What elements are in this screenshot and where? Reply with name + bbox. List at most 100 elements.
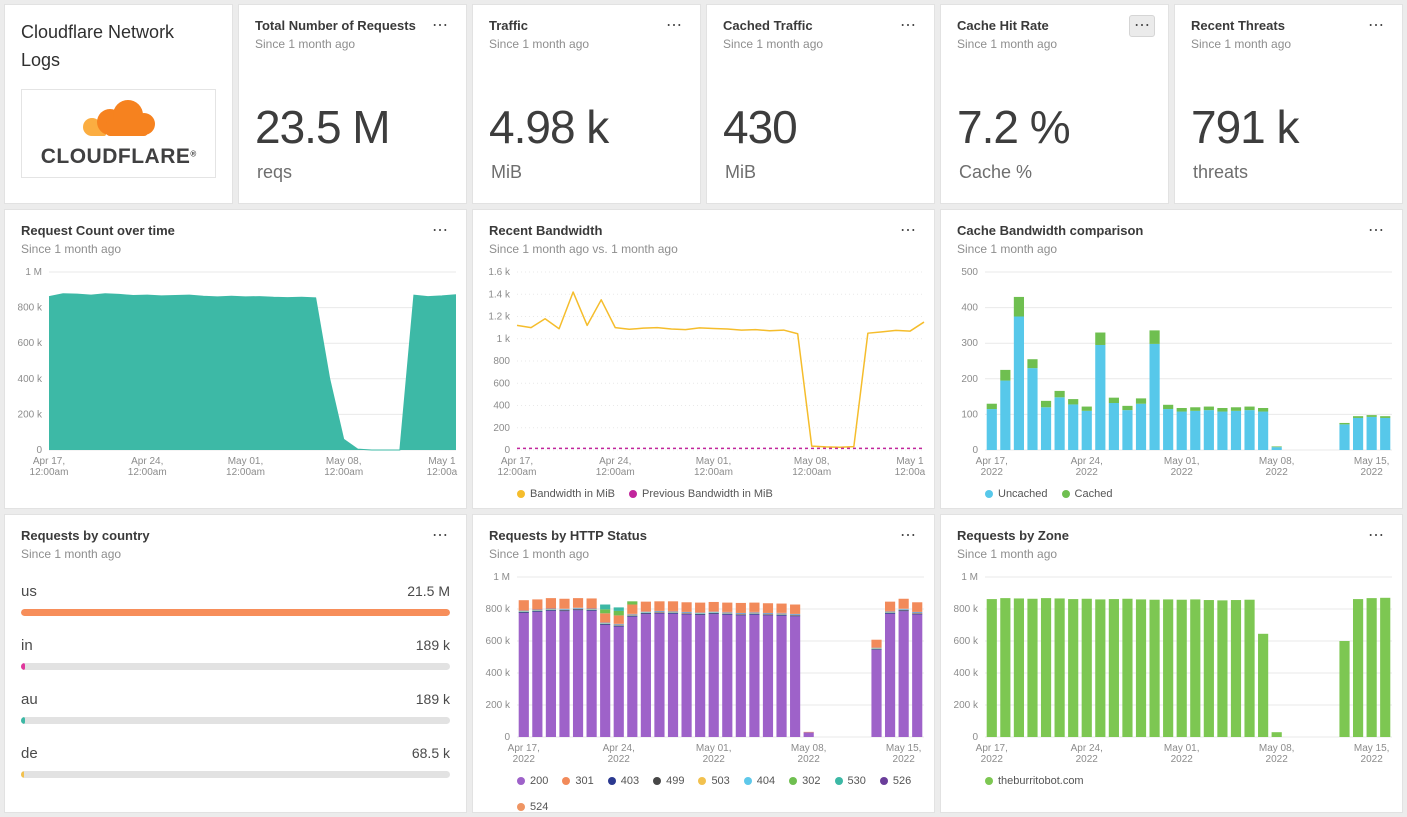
panel-menu-button[interactable]: ⋯ — [1368, 17, 1384, 34]
panel-subtitle: Since 1 month ago — [957, 242, 1058, 256]
legend-item[interactable]: 301 — [562, 775, 594, 787]
svg-text:May 08,2022: May 08, 2022 — [1259, 743, 1295, 765]
panel-menu-button[interactable]: ⋯ — [432, 222, 448, 239]
svg-text:May 08,12:00am: May 08, 12:00am — [324, 456, 363, 478]
dashboard-title: Cloudflare Network Logs — [21, 22, 175, 70]
svg-text:1.4 k: 1.4 k — [488, 289, 511, 300]
legend-dot-icon — [789, 777, 798, 785]
panel-requests-by-zone: Requests by Zone Since 1 month ago ⋯ 0 20… — [940, 514, 1403, 813]
stat-card-cache-hit-rate: Cache Hit Rate Since 1 month ago ⋯ 7.2 %… — [940, 4, 1169, 204]
legend-item[interactable]: 302 — [789, 775, 821, 787]
svg-text:0: 0 — [504, 732, 510, 743]
svg-text:Apr 24,2022: Apr 24, 2022 — [1071, 743, 1103, 765]
panel-menu-button[interactable]: ⋯ — [900, 17, 916, 34]
svg-text:600 k: 600 k — [486, 636, 511, 647]
stat-subtitle: Since 1 month ago — [489, 37, 590, 51]
svg-text:1.6 k: 1.6 k — [488, 267, 511, 278]
panel-menu-button[interactable]: ⋯ — [432, 527, 448, 544]
stat-card-cached-traffic: Cached Traffic Since 1 month ago ⋯ 430 M… — [706, 4, 935, 204]
legend-item[interactable]: Uncached — [985, 488, 1048, 500]
svg-text:May 112:00a: May 1 12:00a — [427, 456, 458, 478]
svg-text:May 01,2022: May 01, 2022 — [1164, 743, 1200, 765]
panel-menu-button[interactable]: ⋯ — [432, 17, 448, 34]
header-card: Cloudflare Network Logs CLOUDFLARE® — [4, 4, 233, 204]
legend-label: Bandwidth in MiB — [530, 488, 615, 500]
panel-menu-button[interactable]: ⋯ — [900, 527, 916, 544]
panel-recent-bandwidth: Recent Bandwidth Since 1 month ago vs. 1… — [472, 209, 935, 509]
panel-subtitle: Since 1 month ago — [957, 547, 1058, 561]
legend-label: theburritobot.com — [998, 775, 1084, 787]
legend-label: Previous Bandwidth in MiB — [642, 488, 773, 500]
country-value: 21.5 M — [407, 583, 450, 599]
svg-text:800 k: 800 k — [486, 604, 511, 615]
zone-legend: theburritobot.com — [941, 769, 1402, 787]
legend-item[interactable]: 404 — [743, 775, 776, 787]
country-list: us 21.5 M in 189 k au 189 k de 68.5 k — [5, 561, 466, 778]
legend-item[interactable]: Previous Bandwidth in MiB — [629, 488, 773, 500]
svg-text:400: 400 — [961, 303, 978, 314]
legend-label: 301 — [575, 775, 594, 787]
panel-menu-button[interactable]: ⋯ — [900, 222, 916, 239]
legend-item[interactable]: 503 — [698, 775, 730, 787]
stat-title: Total Number of Requests — [255, 18, 416, 33]
country-row: us 21.5 M — [21, 577, 450, 616]
svg-text:100: 100 — [961, 409, 978, 420]
legend-label: 526 — [892, 775, 912, 787]
stat-title: Traffic — [489, 18, 529, 33]
panel-subtitle: Since 1 month ago — [21, 242, 122, 256]
panel-menu-button[interactable]: ⋯ — [1368, 527, 1384, 544]
panel-title: Requests by Zone — [957, 528, 1069, 543]
legend-item[interactable]: 403 — [607, 775, 639, 787]
svg-text:1.2 k: 1.2 k — [488, 312, 511, 323]
legend-item[interactable]: 200 — [517, 775, 548, 787]
legend-label: 499 — [666, 775, 685, 787]
legend-item[interactable]: 530 — [834, 775, 866, 787]
panel-requests-by-http-status: Requests by HTTP Status Since 1 month ag… — [472, 514, 935, 813]
svg-text:May 15,2022: May 15, 2022 — [1354, 456, 1390, 478]
svg-text:May 08,2022: May 08, 2022 — [791, 743, 827, 765]
stat-value: 430 — [723, 101, 798, 153]
svg-text:600 k: 600 k — [18, 338, 43, 349]
country-value: 68.5 k — [411, 745, 450, 761]
panel-menu-button[interactable]: ⋯ — [1368, 222, 1384, 239]
stat-subtitle: Since 1 month ago — [957, 37, 1058, 51]
country-bar-track — [21, 663, 450, 670]
bandwidth-line-chart: 0 200 400 600 800 1 k 1.2 k 1.4 k 1.6 k Apr 17, 12… — [473, 264, 934, 482]
legend-label: 200 — [530, 775, 549, 787]
svg-text:0: 0 — [972, 445, 978, 456]
panel-menu-button[interactable]: ⋯ — [666, 17, 682, 34]
legend-item[interactable]: 524 — [517, 801, 548, 812]
cloudflare-cloud-icon — [59, 94, 179, 145]
country-bar-fill — [21, 663, 25, 670]
panel-cache-bandwidth: Cache Bandwidth comparison Since 1 month… — [940, 209, 1403, 509]
legend-dot-icon — [985, 490, 993, 498]
svg-text:800 k: 800 k — [18, 303, 43, 314]
legend-label: Cached — [1074, 488, 1113, 500]
legend-item[interactable]: 499 — [653, 775, 684, 787]
registered-mark: ® — [190, 149, 197, 159]
panel-title: Requests by country — [21, 528, 150, 543]
stat-card-recent-threats: Recent Threats Since 1 month ago ⋯ 791 k… — [1174, 4, 1403, 204]
legend-label: Uncached — [998, 488, 1048, 500]
legend-label: 404 — [756, 775, 776, 787]
panel-menu-button[interactable]: ⋯ — [1129, 15, 1155, 37]
country-bar-track — [21, 771, 450, 778]
legend-item[interactable]: theburritobot.com — [985, 775, 1084, 787]
legend-item[interactable]: 526 — [879, 775, 912, 787]
country-row: de 68.5 k — [21, 739, 450, 778]
svg-text:May 01,12:00am: May 01, 12:00am — [694, 456, 733, 478]
svg-text:Apr 24,2022: Apr 24, 2022 — [603, 743, 635, 765]
panel-title: Recent Bandwidth — [489, 223, 603, 238]
legend-item[interactable]: Bandwidth in MiB — [517, 488, 615, 500]
legend-dot-icon — [629, 490, 637, 498]
legend-dot-icon — [1061, 490, 1070, 498]
stat-title: Cache Hit Rate — [957, 18, 1049, 33]
legend-item[interactable]: Cached — [1061, 488, 1113, 500]
svg-text:1 M: 1 M — [493, 572, 510, 583]
cache-bandwidth-legend: Uncached Cached — [941, 482, 1402, 500]
country-row: au 189 k — [21, 685, 450, 724]
legend-dot-icon — [517, 490, 525, 498]
legend-dot-icon — [879, 777, 888, 785]
svg-text:200 k: 200 k — [954, 700, 979, 711]
svg-text:May 01,2022: May 01, 2022 — [696, 743, 732, 765]
